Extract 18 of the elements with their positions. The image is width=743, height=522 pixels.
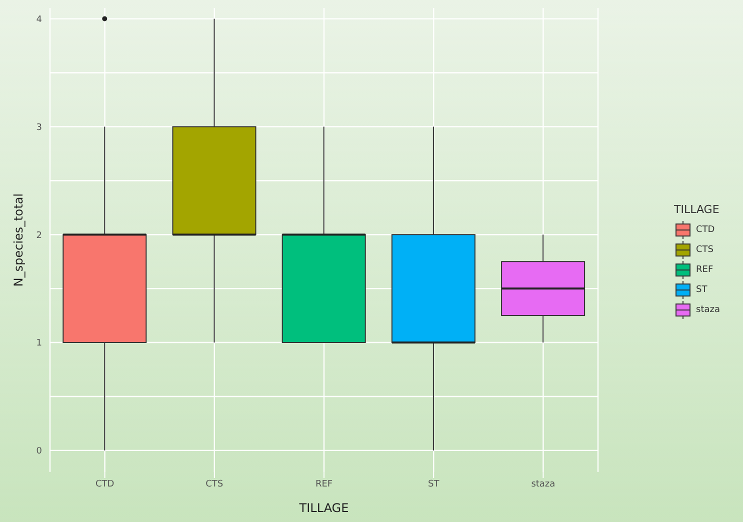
y-tick-label: 1 xyxy=(36,338,42,349)
x-tick-label: REF xyxy=(315,479,333,490)
legend-label: REF xyxy=(696,264,714,274)
legend-label: ST xyxy=(696,284,708,294)
y-tick-label: 0 xyxy=(36,446,42,457)
legend-title: TILLAGE xyxy=(674,202,720,216)
legend-label: staza xyxy=(696,304,720,314)
y-tick-label: 2 xyxy=(36,230,42,241)
y-tick-label: 4 xyxy=(36,14,42,25)
y-axis-title: N_species_total xyxy=(11,193,26,287)
x-tick-label: CTD xyxy=(95,479,114,490)
legend-label: CTD xyxy=(696,224,715,234)
y-tick-label: 3 xyxy=(36,122,42,133)
x-tick-label: CTS xyxy=(206,479,224,490)
x-axis-title: TILLAGE xyxy=(298,501,349,515)
x-tick-label: ST xyxy=(428,479,440,490)
x-tick-label: staza xyxy=(531,479,556,490)
legend-label: CTS xyxy=(696,244,714,254)
